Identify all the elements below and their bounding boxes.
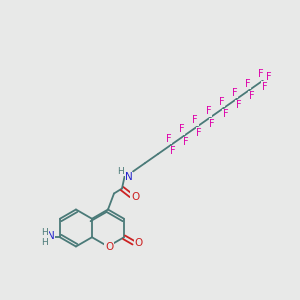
Text: F: F (249, 91, 254, 101)
Text: O: O (131, 191, 139, 202)
Text: N: N (125, 172, 133, 182)
Text: F: F (196, 128, 202, 138)
Text: F: F (219, 97, 224, 107)
Text: O: O (134, 238, 143, 248)
Text: H: H (42, 228, 48, 237)
Text: F: F (236, 100, 241, 110)
Text: F: F (209, 119, 215, 129)
Text: F: F (232, 88, 237, 98)
Text: F: F (262, 82, 268, 92)
Text: F: F (170, 146, 176, 156)
Text: F: F (192, 115, 198, 125)
Text: F: F (183, 137, 189, 147)
Text: F: F (179, 124, 185, 134)
Text: F: F (206, 106, 211, 116)
Text: H: H (118, 167, 124, 176)
Text: H: H (42, 238, 48, 247)
Text: F: F (266, 71, 272, 82)
Text: O: O (105, 242, 113, 253)
Text: F: F (258, 69, 264, 79)
Text: F: F (245, 79, 250, 88)
Text: F: F (166, 134, 172, 144)
Text: F: F (223, 110, 228, 119)
Text: N: N (47, 231, 55, 241)
